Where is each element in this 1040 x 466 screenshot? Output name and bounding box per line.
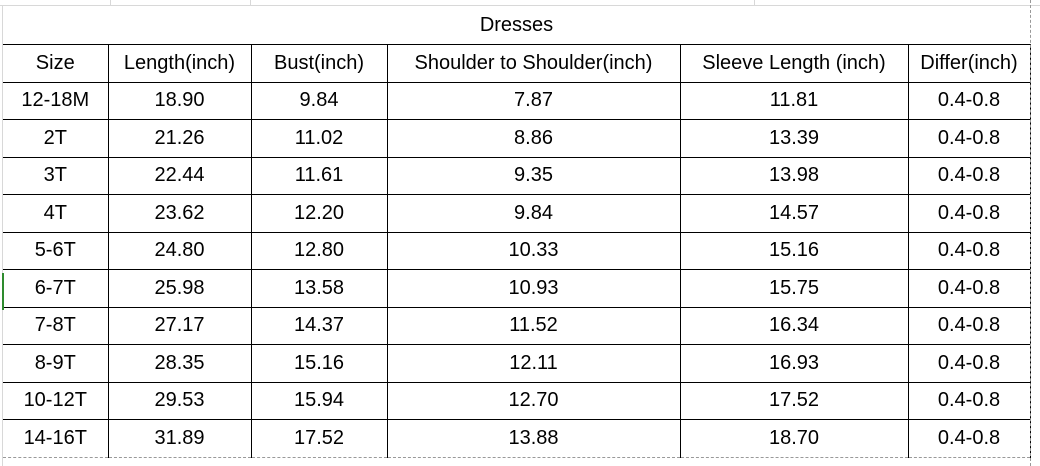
table-cell[interactable]: 9.84	[250, 81, 388, 120]
column-header[interactable]: Shoulder to Shoulder(inch)	[386, 44, 681, 83]
table-cell[interactable]: 0.4-0.8	[907, 344, 1031, 383]
column-header[interactable]: Sleeve Length (inch)	[679, 44, 909, 83]
page-break-line	[1030, 0, 1031, 466]
table-cell[interactable]: 17.52	[250, 419, 388, 458]
table-cell[interactable]: 27.17	[107, 306, 252, 345]
table-cell[interactable]: 10.33	[386, 231, 681, 270]
table-row: 8-9T 28.35 15.16 12.11 16.93 0.4-0.8	[3, 344, 1031, 383]
table-cell[interactable]: 0.4-0.8	[907, 381, 1031, 420]
column-header[interactable]: Differ(inch)	[907, 44, 1031, 83]
table-cell[interactable]: 0.4-0.8	[907, 231, 1031, 270]
table-cell[interactable]: 9.84	[386, 194, 681, 233]
table-cell[interactable]: 0.4-0.8	[907, 269, 1031, 308]
table-row: 7-8T 27.17 14.37 11.52 16.34 0.4-0.8	[3, 306, 1031, 345]
table-cell[interactable]: 14.57	[679, 194, 909, 233]
sheet-gridline-top	[0, 0, 1040, 6]
table-cell[interactable]: 5-6T	[3, 231, 109, 270]
table-cell[interactable]: 18.90	[107, 81, 252, 120]
table-cell[interactable]: 18.70	[679, 419, 909, 458]
table-cell[interactable]: 25.98	[107, 269, 252, 308]
table-cell[interactable]: 0.4-0.8	[907, 419, 1031, 458]
table-cell[interactable]: 28.35	[107, 344, 252, 383]
table-row: 4T 23.62 12.20 9.84 14.57 0.4-0.8	[3, 194, 1031, 233]
table-row: 6-7T 25.98 13.58 10.93 15.75 0.4-0.8	[3, 269, 1031, 308]
table-cell[interactable]: 31.89	[107, 419, 252, 458]
table-cell[interactable]: 13.39	[679, 119, 909, 158]
table-cell[interactable]: 11.61	[250, 156, 388, 195]
table-cell[interactable]: 12-18M	[3, 81, 109, 120]
table-cell[interactable]: 16.93	[679, 344, 909, 383]
table-cell[interactable]: 13.88	[386, 419, 681, 458]
table-cell[interactable]: 0.4-0.8	[907, 306, 1031, 345]
table-row: 12-18M 18.90 9.84 7.87 11.81 0.4-0.8	[3, 81, 1031, 120]
table-cell[interactable]: 13.58	[250, 269, 388, 308]
table-cell[interactable]: 29.53	[107, 381, 252, 420]
table-cell[interactable]: 3T	[3, 156, 109, 195]
column-header[interactable]: Bust(inch)	[250, 44, 388, 83]
table-cell[interactable]: 22.44	[107, 156, 252, 195]
size-chart-table: Size Length(inch) Bust(inch) Shoulder to Sh…	[3, 44, 1031, 458]
table-row: 10-12T 29.53 15.94 12.70 17.52 0.4-0.8	[3, 381, 1031, 420]
table-cell[interactable]: 12.80	[250, 231, 388, 270]
table-cell[interactable]: 8-9T	[3, 344, 109, 383]
table-cell[interactable]: 6-7T	[3, 269, 109, 308]
sheet-gridline	[110, 0, 111, 5]
table-cell[interactable]: 2T	[3, 119, 109, 158]
table-cell[interactable]: 12.11	[386, 344, 681, 383]
table-row: 5-6T 24.80 12.80 10.33 15.16 0.4-0.8	[3, 231, 1031, 270]
table-cell[interactable]: 0.4-0.8	[907, 156, 1031, 195]
header-row: Size Length(inch) Bust(inch) Shoulder to Sh…	[3, 44, 1031, 83]
table-row: 14-16T 31.89 17.52 13.88 18.70 0.4-0.8	[3, 419, 1031, 458]
table-row: 3T 22.44 11.61 9.35 13.98 0.4-0.8	[3, 156, 1031, 195]
table-cell[interactable]: 17.52	[679, 381, 909, 420]
table-cell[interactable]: 4T	[3, 194, 109, 233]
table-cell[interactable]: 0.4-0.8	[907, 119, 1031, 158]
table-cell[interactable]: 16.34	[679, 306, 909, 345]
table-cell[interactable]: 21.26	[107, 119, 252, 158]
table-cell[interactable]: 7.87	[386, 81, 681, 120]
column-header[interactable]: Length(inch)	[107, 44, 252, 83]
table-cell[interactable]: 11.02	[250, 119, 388, 158]
table-cell[interactable]: 0.4-0.8	[907, 81, 1031, 120]
table-cell[interactable]: 14.37	[250, 306, 388, 345]
table-cell[interactable]: 8.86	[386, 119, 681, 158]
table-cell[interactable]: 12.70	[386, 381, 681, 420]
table-cell[interactable]: 12.20	[250, 194, 388, 233]
table-cell[interactable]: 11.52	[386, 306, 681, 345]
table-cell[interactable]: 0.4-0.8	[907, 194, 1031, 233]
table-cell[interactable]: 9.35	[386, 156, 681, 195]
table-row: 2T 21.26 11.02 8.86 13.39 0.4-0.8	[3, 119, 1031, 158]
sheet-gridline	[754, 0, 755, 5]
table-cell[interactable]: 15.75	[679, 269, 909, 308]
table-cell[interactable]: 7-8T	[3, 306, 109, 345]
sheet-gridline-left	[2, 5, 3, 466]
column-header[interactable]: Size	[3, 44, 109, 83]
table-cell[interactable]: 15.16	[250, 344, 388, 383]
table-cell[interactable]: 10-12T	[3, 381, 109, 420]
table-cell[interactable]: 15.94	[250, 381, 388, 420]
table-cell[interactable]: 23.62	[107, 194, 252, 233]
sheet-gridline	[250, 0, 251, 5]
table-cell[interactable]: 11.81	[679, 81, 909, 120]
table-cell[interactable]: 15.16	[679, 231, 909, 270]
table-cell[interactable]: 13.98	[679, 156, 909, 195]
selected-cell-indicator	[2, 273, 4, 310]
table-cell[interactable]: 14-16T	[3, 419, 109, 458]
table-cell[interactable]: 10.93	[386, 269, 681, 308]
table-cell[interactable]: 24.80	[107, 231, 252, 270]
table-title: Dresses	[479, 14, 554, 36]
